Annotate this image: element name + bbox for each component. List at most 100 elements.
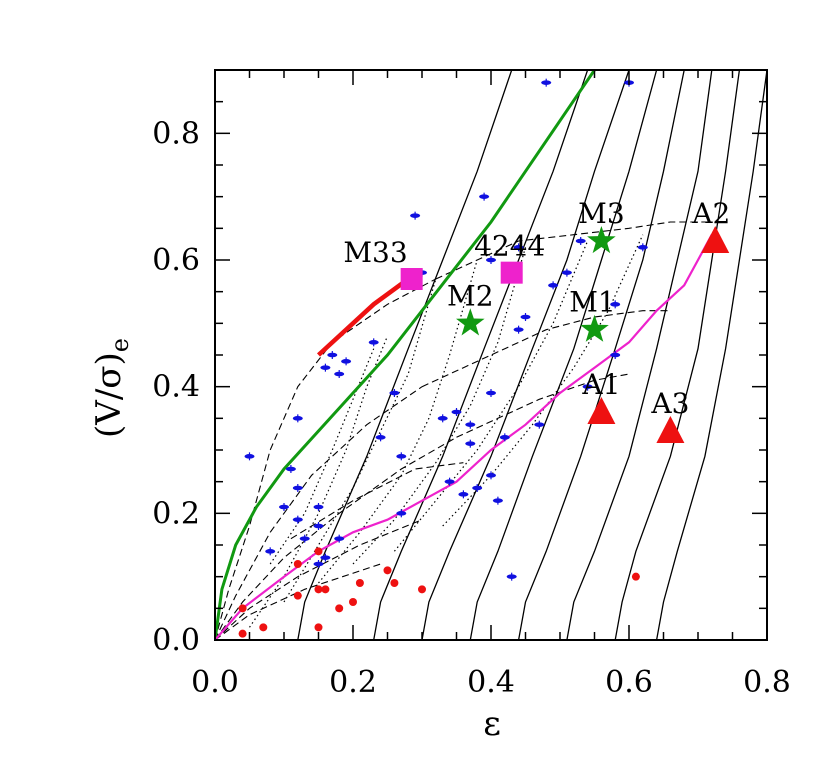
galaxy-marker-a2 — [701, 226, 730, 253]
blue-point-marker — [610, 352, 621, 358]
blue-point-marker — [368, 340, 379, 345]
galaxy-label-m1: M1 — [569, 286, 615, 319]
black-curve-3 — [469, 70, 658, 640]
galaxy-marker-4244 — [500, 261, 523, 284]
dashed-curve-1 — [215, 386, 423, 640]
svg-text:(V/σ)e: (V/σ)e — [89, 338, 134, 438]
blue-point-marker — [279, 504, 289, 510]
red-point-13 — [390, 579, 399, 587]
y-axis-label: (V/σ)e — [89, 338, 134, 438]
blue-point-marker — [486, 473, 496, 478]
blue-point-36 — [534, 420, 545, 429]
blue-point-10 — [320, 363, 331, 372]
x-tick-label-2: 0.4 — [467, 665, 515, 700]
blue-point-marker — [292, 416, 303, 421]
blue-point-24 — [451, 408, 462, 416]
x-tick-label-0: 0.0 — [191, 665, 239, 700]
blue-point-marker — [334, 371, 345, 377]
axes-frame — [214, 69, 768, 641]
blue-point-marker — [486, 257, 496, 263]
blue-point-38 — [548, 281, 559, 290]
dotted-curve-2 — [318, 259, 478, 584]
blue-point-marker — [334, 536, 345, 541]
red-point-10 — [349, 598, 357, 606]
galaxy-label-a2: A2 — [691, 197, 730, 230]
blue-point-7 — [299, 534, 310, 543]
blue-point-marker — [520, 314, 531, 320]
black-curve-7 — [655, 70, 767, 640]
blue-point-marker — [548, 283, 559, 288]
blue-point-14 — [334, 534, 345, 543]
dotted-curve-0 — [249, 335, 389, 628]
red-point-8 — [314, 623, 323, 632]
dashed-curve-2 — [215, 436, 457, 640]
blue-point-8 — [313, 503, 324, 511]
blue-point-marker — [244, 454, 255, 459]
blue-point-28 — [479, 192, 490, 201]
blue-point-16 — [368, 338, 379, 347]
blue-point-22 — [437, 414, 448, 423]
dashed-curve-7 — [456, 373, 630, 438]
red-point-9 — [335, 604, 344, 613]
blue-point-26 — [465, 420, 476, 429]
blue-point-marker — [458, 492, 469, 497]
blue-point-33 — [506, 572, 517, 581]
blue-point-15 — [313, 560, 324, 568]
x-tick-label-1: 0.2 — [329, 665, 377, 700]
blue-point-marker — [292, 485, 303, 491]
red-point-0 — [238, 629, 247, 638]
blue-point-37 — [541, 78, 552, 87]
red-point-11 — [355, 579, 364, 587]
y-tick-label-2: 0.4 — [152, 370, 200, 405]
blue-point-27 — [472, 484, 483, 492]
galaxy-label-4244: 4244 — [474, 230, 545, 263]
dashed-curve-4 — [215, 563, 381, 640]
blue-point-6 — [292, 515, 303, 524]
blue-point-marker — [451, 409, 462, 415]
red-point-7 — [321, 585, 330, 594]
red-point-2 — [259, 623, 268, 632]
blue-point-marker — [541, 80, 552, 85]
galaxy-label-a3: A3 — [650, 387, 689, 420]
blue-point-39 — [561, 268, 572, 277]
blue-point-41 — [582, 382, 593, 391]
blue-point-marker — [513, 327, 524, 332]
axes-box — [214, 69, 768, 641]
dotted-curve-6 — [269, 348, 375, 565]
blue-point-marker — [486, 390, 496, 396]
galaxy-marker-a1 — [587, 397, 616, 424]
black-curve-2 — [421, 70, 630, 640]
blue-point-marker — [292, 517, 303, 522]
blue-point-25 — [465, 439, 476, 448]
blue-point-marker — [637, 245, 648, 250]
blue-point-18 — [389, 389, 400, 397]
blue-point-0 — [244, 452, 255, 461]
galaxy-label-m3: M3 — [578, 197, 624, 230]
dashed-curve-6 — [421, 310, 671, 388]
blue-point-marker — [437, 416, 448, 421]
black-curve-5 — [566, 70, 713, 640]
galaxy-annotations: M33 4244 M2 M3 M1 A2 A1 A3 — [343, 197, 730, 443]
blue-point-31 — [492, 496, 503, 505]
blue-point-50 — [486, 256, 496, 264]
blue-point-43 — [610, 351, 621, 359]
blue-point-marker — [534, 422, 545, 427]
red-point-14 — [418, 585, 426, 594]
x-tick-label-4: 0.8 — [743, 665, 791, 700]
blue-point-marker — [375, 435, 386, 440]
blue-point-marker — [299, 536, 310, 541]
blue-point-marker — [582, 384, 593, 389]
blue-point-11 — [327, 351, 338, 359]
black-curve-0 — [297, 70, 513, 640]
blue-point-marker — [610, 302, 621, 307]
y-axis-label-main: (V/σ) — [89, 352, 129, 438]
blue-point-32 — [499, 433, 510, 442]
blue-point-marker — [396, 511, 407, 516]
red-point-5 — [314, 547, 323, 556]
blue-point-23 — [444, 477, 455, 486]
blue-point-marker — [265, 549, 276, 554]
blue-point-marker — [444, 479, 455, 484]
blue-point-49 — [396, 509, 407, 518]
galaxy-marker-m2 — [456, 308, 485, 336]
